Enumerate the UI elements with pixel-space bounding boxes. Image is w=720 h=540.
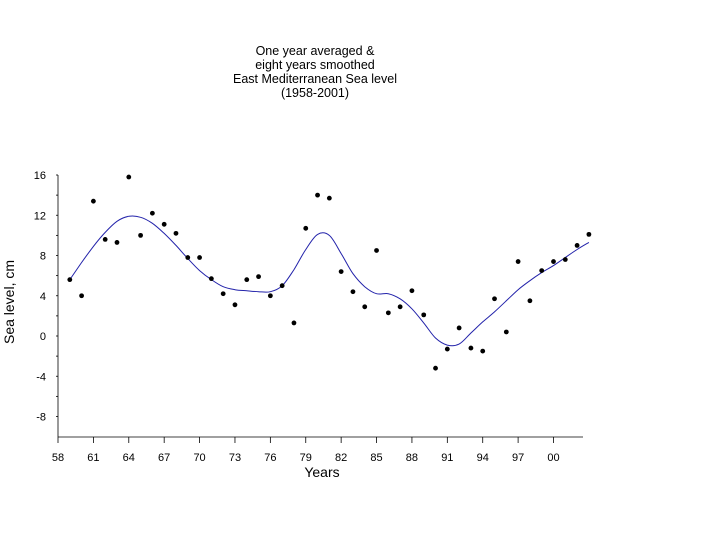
annual-sea-level-point xyxy=(503,329,509,335)
annual-sea-level-point xyxy=(79,293,84,299)
annual-sea-level-point xyxy=(468,345,474,351)
x-tick-label: 76 xyxy=(264,452,276,464)
annual-sea-level-point xyxy=(515,259,521,264)
annual-sea-level-point xyxy=(338,269,344,274)
annual-sea-level-point xyxy=(197,255,202,260)
annual-sea-level-point xyxy=(397,304,403,310)
x-tick-label: 91 xyxy=(441,452,453,464)
y-tick-label: 4 xyxy=(40,291,46,303)
annual-sea-level-point xyxy=(267,293,273,299)
x-tick-label: 64 xyxy=(123,452,135,464)
annual-sea-level-point xyxy=(574,243,580,248)
annual-sea-level-point xyxy=(409,288,415,294)
annual-sea-level-point xyxy=(256,274,261,280)
annual-sea-level-point xyxy=(350,289,356,295)
x-tick-label: 58 xyxy=(52,452,64,464)
chart-title-line: East Mediterranean Sea level xyxy=(233,72,397,86)
x-tick-label: 79 xyxy=(300,452,312,464)
annual-sea-level-point xyxy=(444,346,450,352)
y-tick-label: 12 xyxy=(34,210,46,222)
annual-sea-level-point xyxy=(126,174,132,180)
annual-sea-level-point xyxy=(185,255,191,260)
x-tick-label: 97 xyxy=(512,452,524,464)
annual-sea-level-point xyxy=(315,192,320,198)
x-tick-label: 67 xyxy=(158,452,170,464)
x-tick-label: 73 xyxy=(229,452,241,464)
annual-sea-level-point xyxy=(138,232,143,238)
chart-title: One year averaged & eight years smoothed… xyxy=(200,44,430,100)
smoothed-sea-level-line xyxy=(69,215,590,347)
annual-sea-level-point xyxy=(149,210,155,216)
chart-title-line: (1958-2001) xyxy=(280,86,350,100)
annual-sea-level-point xyxy=(67,277,73,283)
annual-sea-level-point xyxy=(433,365,438,371)
y-axis-label: Sea level, cm xyxy=(1,260,17,344)
x-axis: 58 61 64 67 70 73 76 79 82 85 88 91 94 97 00 xyxy=(52,436,583,464)
y-tick-label: -8 xyxy=(36,412,46,424)
annual-sea-level-point xyxy=(220,291,226,297)
annual-sea-level-point xyxy=(539,268,545,273)
plot-area xyxy=(67,174,592,371)
annual-sea-level-point xyxy=(527,298,533,304)
x-axis-label: Years xyxy=(304,464,339,480)
annual-sea-level-point xyxy=(385,310,391,316)
annual-sea-level-point xyxy=(374,248,379,253)
annual-sea-level-point xyxy=(232,302,238,308)
annual-sea-level-point xyxy=(161,221,167,227)
x-tick-label: 70 xyxy=(193,452,205,464)
chart-title-line: One year averaged & xyxy=(255,44,375,58)
annual-sea-level-point xyxy=(421,312,427,318)
y-axis: 16 12 8 4 0 -4 -8 xyxy=(34,170,59,437)
annual-sea-level-point xyxy=(456,325,462,331)
annual-sea-level-point xyxy=(480,348,486,354)
annual-sea-level-point xyxy=(492,296,497,302)
annual-sea-level-point xyxy=(208,276,214,282)
x-tick-label: 88 xyxy=(406,452,418,464)
annual-sea-level-point xyxy=(562,257,568,262)
x-tick-label: 61 xyxy=(87,452,99,464)
y-tick-label: 16 xyxy=(34,170,46,182)
x-tick-label: 94 xyxy=(477,452,489,464)
x-tick-label: 82 xyxy=(335,452,347,464)
y-tick-label: 8 xyxy=(40,251,46,263)
annual-sea-level-point xyxy=(173,230,179,236)
chart-title-line: eight years smoothed xyxy=(255,58,375,72)
annual-sea-level-point xyxy=(244,277,250,283)
annual-sea-level-point xyxy=(102,237,108,242)
annual-sea-level-point xyxy=(362,304,368,310)
y-tick-label: -4 xyxy=(36,371,46,383)
annual-sea-level-point xyxy=(303,225,309,231)
annual-sea-level-point xyxy=(586,231,592,237)
annual-sea-level-point xyxy=(279,283,285,289)
annual-sea-level-point xyxy=(551,259,556,264)
annual-sea-level-point xyxy=(291,320,297,326)
annual-sea-level-point xyxy=(114,240,120,245)
x-tick-label: 00 xyxy=(547,452,559,464)
x-tick-label: 85 xyxy=(370,452,382,464)
annual-sea-level-point xyxy=(90,198,96,204)
y-tick-label: 0 xyxy=(40,331,46,343)
annual-sea-level-point xyxy=(326,195,332,201)
